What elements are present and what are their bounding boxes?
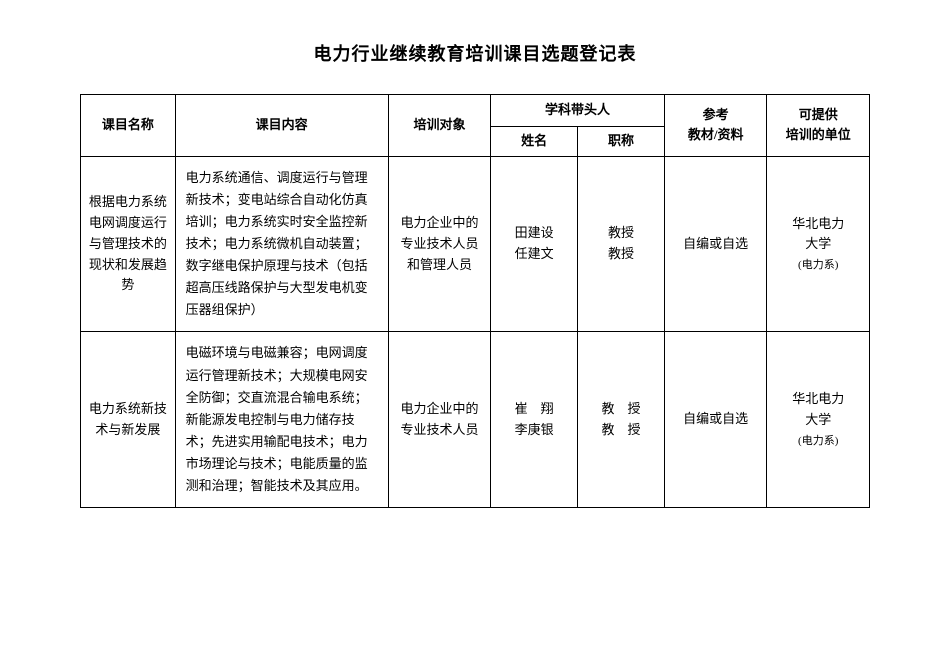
cell-training-target: 电力企业中的专业技术人员和管理人员: [388, 156, 491, 332]
cell-course-name: 电力系统新技术与新发展: [81, 332, 176, 508]
table-row: 电力系统新技术与新发展 电磁环境与电磁兼容；电网调度运行管理新技术；大规模电网安…: [81, 332, 870, 508]
page-title: 电力行业继续教育培训课目选题登记表: [80, 40, 870, 66]
header-leader-group: 学科带头人: [491, 95, 665, 127]
header-training-target: 培训对象: [388, 95, 491, 157]
header-course-name: 课目名称: [81, 95, 176, 157]
cell-course-content: 电磁环境与电磁兼容；电网调度运行管理新技术；大规模电网安全防御；交直流混合输电系…: [175, 332, 388, 508]
cell-provider: 华北电力 大学 (电力系): [767, 156, 870, 332]
cell-leader-name: 田建设 任建文: [491, 156, 578, 332]
course-table: 课目名称 课目内容 培训对象 学科带头人 参考 教材/资料 可提供 培训的单位 …: [80, 94, 870, 508]
header-leader-name: 姓名: [491, 127, 578, 157]
header-materials: 参考 教材/资料: [664, 95, 767, 157]
cell-materials: 自编或自选: [664, 332, 767, 508]
cell-materials: 自编或自选: [664, 156, 767, 332]
cell-leader-title: 教授 教授: [578, 156, 665, 332]
cell-leader-title: 教 授 教 授: [578, 332, 665, 508]
header-course-content: 课目内容: [175, 95, 388, 157]
header-provider: 可提供 培训的单位: [767, 95, 870, 157]
cell-training-target: 电力企业中的专业技术人员: [388, 332, 491, 508]
cell-leader-name: 崔 翔 李庚银: [491, 332, 578, 508]
cell-course-content: 电力系统通信、调度运行与管理新技术；变电站综合自动化仿真培训；电力系统实时安全监…: [175, 156, 388, 332]
header-leader-title: 职称: [578, 127, 665, 157]
cell-course-name: 根据电力系统电网调度运行与管理技术的现状和发展趋势: [81, 156, 176, 332]
cell-provider: 华北电力 大学 (电力系): [767, 332, 870, 508]
table-row: 根据电力系统电网调度运行与管理技术的现状和发展趋势 电力系统通信、调度运行与管理…: [81, 156, 870, 332]
